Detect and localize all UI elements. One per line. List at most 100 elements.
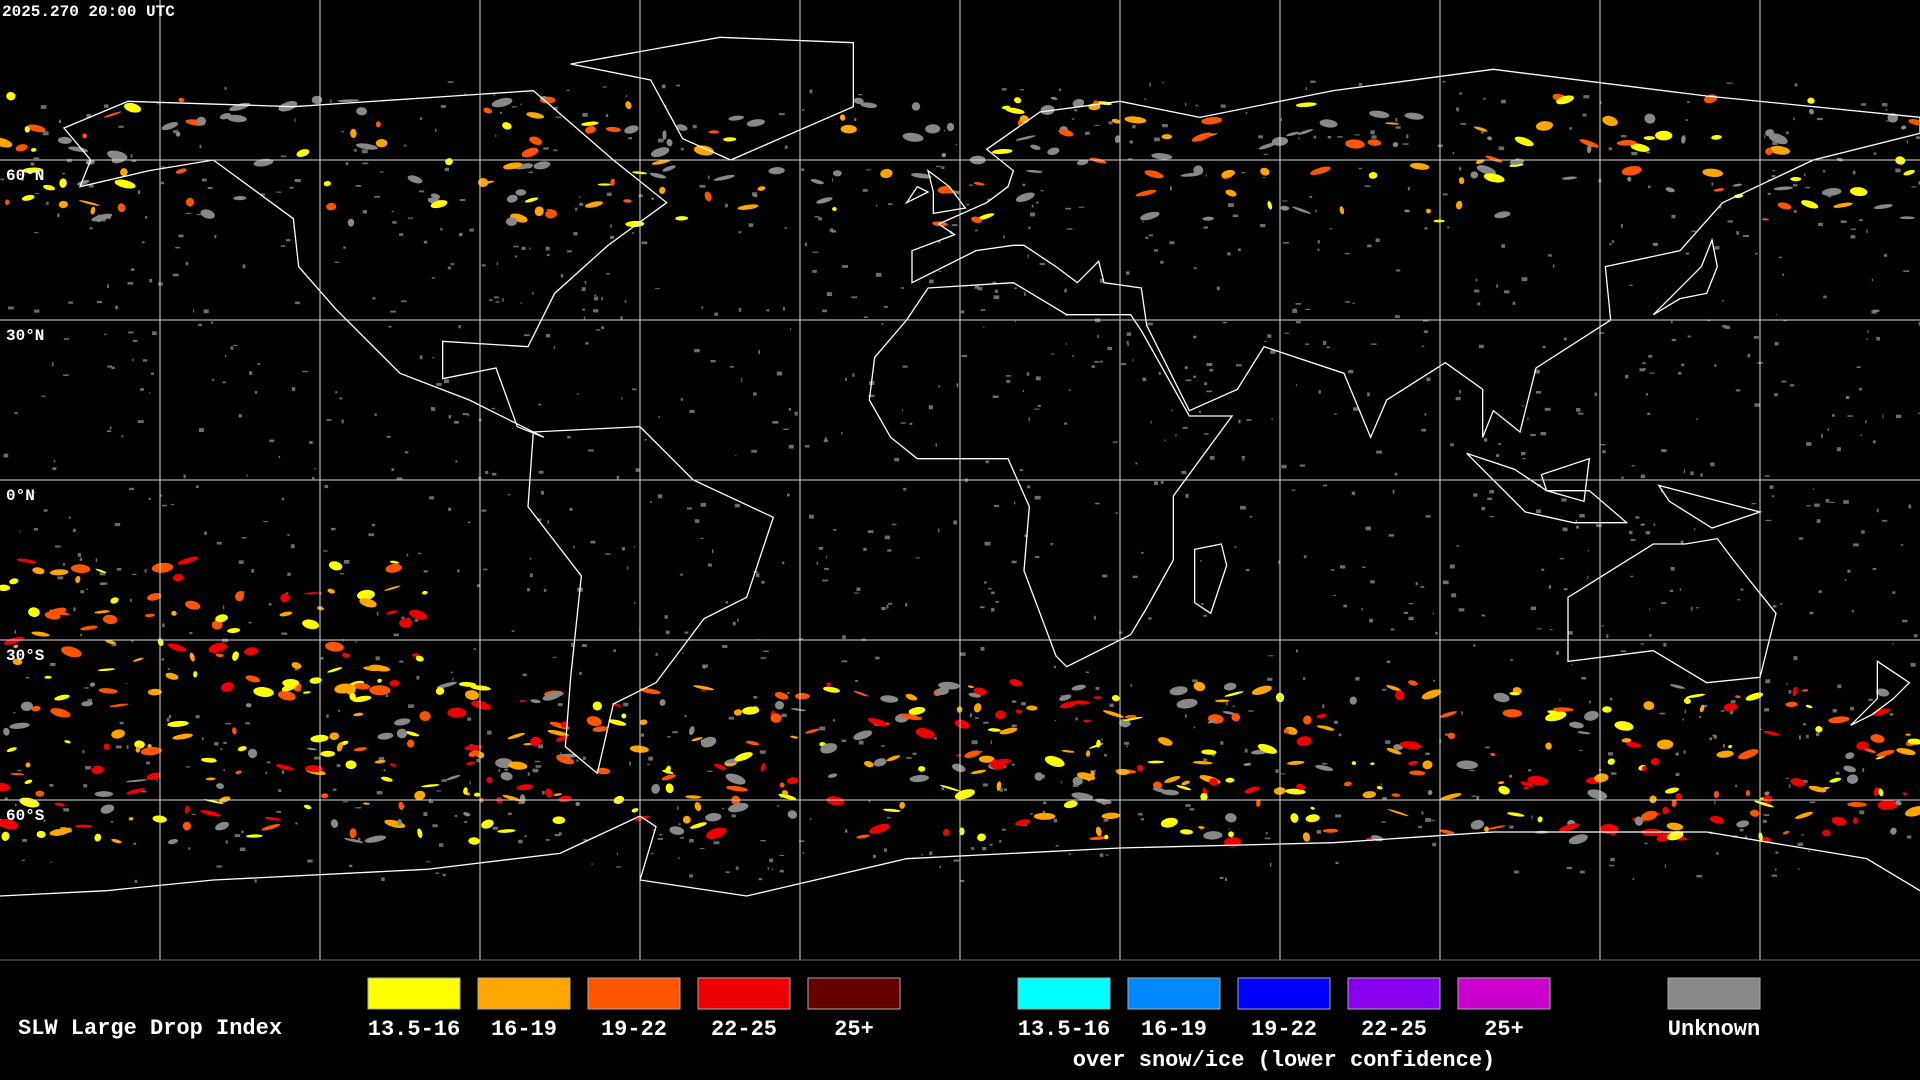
unknown-pixel: [1053, 818, 1058, 823]
unknown-pixel: [1816, 519, 1821, 523]
unknown-pixel: [1552, 264, 1555, 268]
drop-index-patch: [1458, 177, 1465, 185]
drop-index-patch: [232, 727, 237, 735]
drop-index-patch: [659, 186, 666, 194]
unknown-pixel: [887, 203, 893, 206]
drop-index-patch: [1792, 686, 1798, 697]
unknown-pixel: [678, 823, 681, 826]
unknown-pixel: [170, 503, 175, 506]
drop-index-patch: [883, 808, 901, 812]
drop-index-patch: [1295, 102, 1317, 108]
drop-index-patch: [1765, 147, 1773, 156]
unknown-pixel: [1783, 319, 1787, 322]
unknown-pixel: [1769, 485, 1774, 489]
unknown-pixel: [1729, 710, 1734, 715]
unknown-pixel: [269, 439, 275, 443]
unknown-pixel: [457, 569, 460, 573]
unknown-pixel: [1885, 120, 1892, 122]
drop-index-patch: [20, 701, 34, 712]
unknown-pixel: [1583, 95, 1590, 99]
unknown-pixel: [1767, 192, 1771, 195]
unknown-pixel: [95, 558, 98, 562]
unknown-pixel: [1316, 830, 1322, 834]
drop-index-patch: [1815, 726, 1823, 733]
unknown-pixel: [232, 344, 238, 347]
unknown-pixel: [263, 520, 268, 523]
legend-title: SLW Large Drop Index: [18, 1016, 282, 1041]
drop-index-patch: [80, 625, 98, 631]
unknown-pixel: [1600, 101, 1602, 105]
drop-index-patch: [905, 693, 918, 701]
unknown-pixel: [131, 639, 134, 643]
unknown-pixel: [659, 833, 663, 836]
unknown-pixel: [1160, 480, 1164, 484]
drop-index-patch: [1655, 130, 1673, 141]
drop-index-patch: [676, 124, 688, 131]
unknown-pixel: [242, 264, 246, 269]
unknown-pixel: [1776, 314, 1778, 316]
drop-index-patch: [545, 209, 557, 219]
unknown-pixel: [687, 507, 693, 510]
drop-index-patch: [1621, 166, 1642, 176]
unknown-pixel: [1246, 419, 1252, 421]
unknown-pixel: [648, 756, 654, 761]
unknown-pixel: [1764, 134, 1766, 139]
unknown-pixel: [68, 516, 71, 519]
unknown-pixel: [1649, 634, 1652, 637]
latitude-label: 60°N: [6, 167, 44, 185]
drop-index-patch: [421, 590, 428, 595]
drop-index-patch: [1201, 116, 1223, 125]
drop-index-patch: [9, 722, 30, 729]
drop-index-patch: [362, 802, 371, 805]
drop-index-patch: [1568, 834, 1588, 845]
unknown-pixel: [1608, 147, 1613, 151]
unknown-pixel: [1480, 131, 1485, 134]
unknown-pixel: [290, 544, 295, 549]
drop-index-patch: [1203, 831, 1222, 840]
latitude-label: 60°S: [6, 807, 45, 825]
unknown-pixel: [1868, 698, 1873, 701]
drop-index-patch: [823, 686, 840, 693]
unknown-pixel: [444, 167, 450, 172]
unknown-pixel: [420, 117, 423, 120]
drop-index-patch: [1545, 711, 1567, 722]
unknown-pixel: [1060, 780, 1062, 784]
drop-index-patch: [726, 785, 748, 792]
unknown-pixel: [601, 296, 603, 301]
drop-index-patch: [1302, 832, 1311, 842]
unknown-pixel: [758, 878, 763, 881]
unknown-pixel: [238, 560, 244, 564]
unknown-pixel: [1270, 350, 1276, 354]
unknown-pixel: [875, 204, 878, 207]
drop-index-patch: [303, 804, 312, 810]
unknown-pixel: [966, 203, 970, 206]
drop-index-patch: [778, 793, 797, 800]
drop-index-patch: [1208, 778, 1219, 786]
unknown-pixel: [1678, 371, 1682, 375]
unknown-pixel: [1458, 608, 1465, 612]
unknown-pixel: [1575, 519, 1577, 524]
unknown-pixel: [330, 527, 336, 531]
unknown-pixel: [1882, 519, 1888, 522]
drop-index-patch: [1136, 764, 1144, 772]
unknown-pixel: [1660, 602, 1667, 604]
drop-index-patch: [938, 681, 960, 690]
unknown-pixel: [1370, 580, 1375, 584]
unknown-pixel: [814, 215, 820, 218]
timestamp: 2025.270 20:00 UTC: [2, 3, 175, 21]
unknown-pixel: [245, 722, 250, 725]
unknown-pixel: [1239, 505, 1246, 510]
drop-index-patch: [519, 700, 526, 703]
unknown-pixel: [156, 103, 162, 105]
unknown-pixel: [1064, 288, 1067, 293]
drop-index-patch: [291, 662, 302, 669]
drop-index-patch: [786, 777, 799, 785]
unknown-pixel: [943, 129, 945, 132]
unknown-pixel: [198, 323, 202, 327]
drop-index-patch: [629, 745, 649, 753]
unknown-pixel: [546, 208, 552, 211]
unknown-pixel: [711, 549, 714, 553]
drop-index-patch: [110, 597, 119, 604]
unknown-pixel: [1280, 773, 1286, 775]
unknown-pixel: [1361, 607, 1363, 611]
